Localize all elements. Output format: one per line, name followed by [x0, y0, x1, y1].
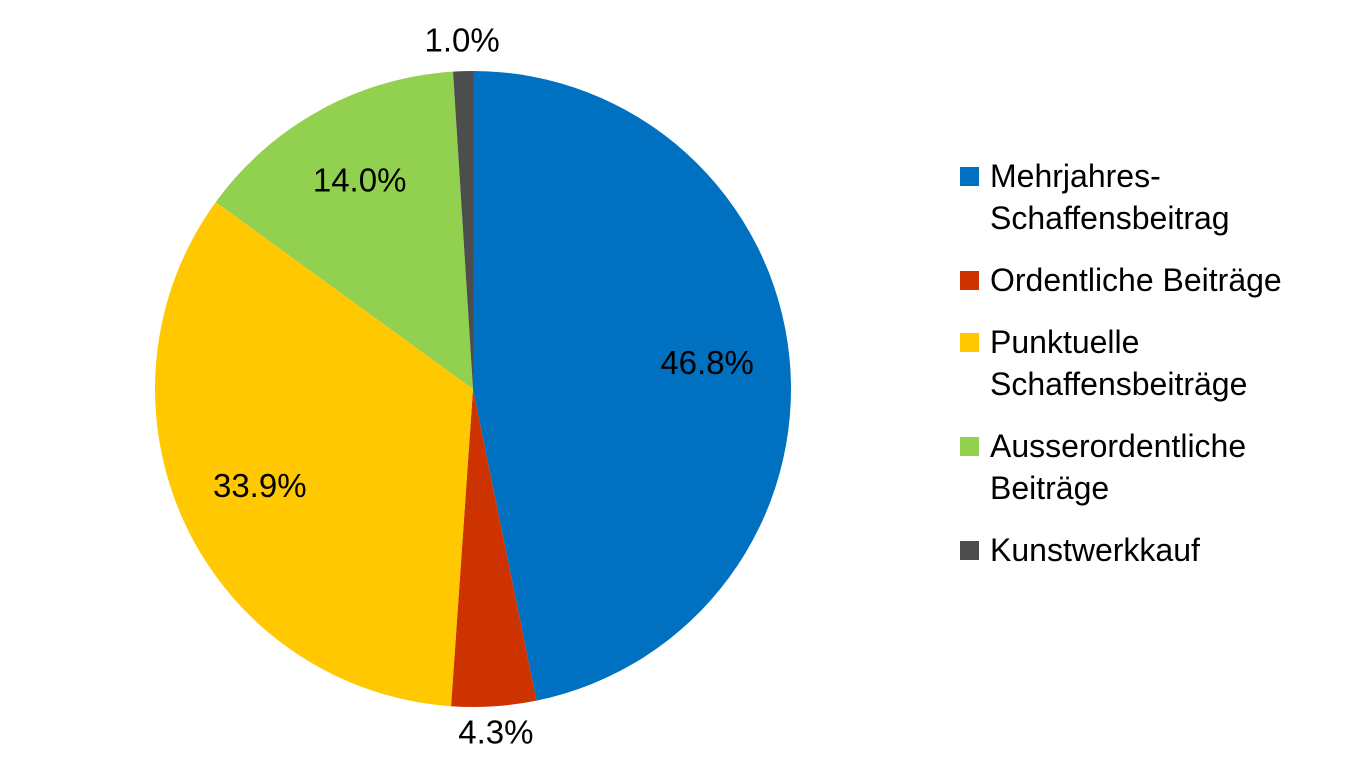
legend-swatch [960, 167, 979, 186]
legend-entry: Punktuelle Schaffensbeiträge [960, 321, 1340, 405]
pie-slice [451, 389, 537, 707]
legend-label: Mehrjahres-Schaffensbeitrag [990, 158, 1230, 236]
legend-label: Ordentliche Beiträge [990, 262, 1282, 298]
legend-swatch [960, 541, 979, 560]
legend-swatch [960, 333, 979, 352]
pie-slice [215, 71, 473, 389]
data-label: 4.3% [458, 714, 533, 751]
legend-entry: Mehrjahres-Schaffensbeitrag [960, 155, 1340, 239]
legend-label: Kunstwerkkauf [990, 532, 1200, 568]
data-label: 46.8% [660, 344, 754, 381]
legend-swatch [960, 271, 979, 290]
legend-entry: Ausserordentliche Beiträge [960, 425, 1340, 509]
data-label: 14.0% [313, 162, 407, 199]
data-label: 1.0% [425, 21, 500, 58]
legend: Mehrjahres-Schaffensbeitrag Ordentliche B… [960, 155, 1340, 571]
data-label: 33.9% [213, 467, 307, 504]
pie-slice [453, 71, 473, 389]
legend-swatch [960, 437, 979, 456]
legend-entry: Kunstwerkkauf [960, 529, 1340, 571]
legend-label: Ausserordentliche Beiträge [990, 428, 1247, 506]
legend-entry: Ordentliche Beiträge [960, 259, 1340, 301]
pie-slice [473, 71, 791, 701]
pie-slice [154, 202, 473, 707]
legend-label: Punktuelle Schaffensbeiträge [990, 324, 1248, 402]
